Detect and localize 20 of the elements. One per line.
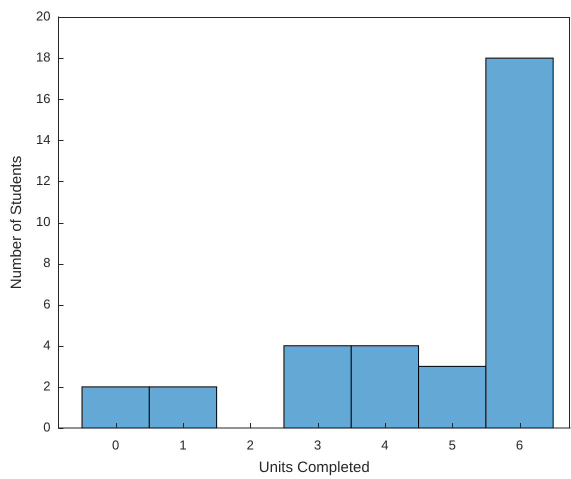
x-tick-label: 1 bbox=[179, 437, 187, 452]
y-tick-label: 12 bbox=[36, 172, 50, 188]
y-tick-label: 8 bbox=[43, 255, 50, 270]
x-tick-label: 6 bbox=[516, 437, 524, 452]
y-axis-title: Number of Students bbox=[8, 156, 26, 290]
y-tick-label: 0 bbox=[43, 420, 50, 435]
y-tick-label: 4 bbox=[43, 337, 50, 352]
x-axis-title: Units Completed bbox=[258, 459, 370, 476]
x-tick-label: 2 bbox=[246, 437, 254, 452]
y-tick-label: 18 bbox=[36, 50, 50, 65]
x-tick-label: 3 bbox=[314, 437, 322, 452]
y-tick-label: 10 bbox=[36, 214, 50, 230]
y-tick-label: 14 bbox=[36, 132, 50, 147]
y-tick-label: 2 bbox=[43, 378, 50, 394]
y-tick-label: 16 bbox=[36, 90, 50, 106]
x-tick-label: 0 bbox=[112, 437, 120, 452]
x-tick-label: 5 bbox=[448, 437, 456, 452]
x-tick-label: 4 bbox=[381, 437, 389, 452]
y-tick-label: 20 bbox=[36, 8, 50, 24]
y-tick-label: 6 bbox=[43, 296, 50, 312]
